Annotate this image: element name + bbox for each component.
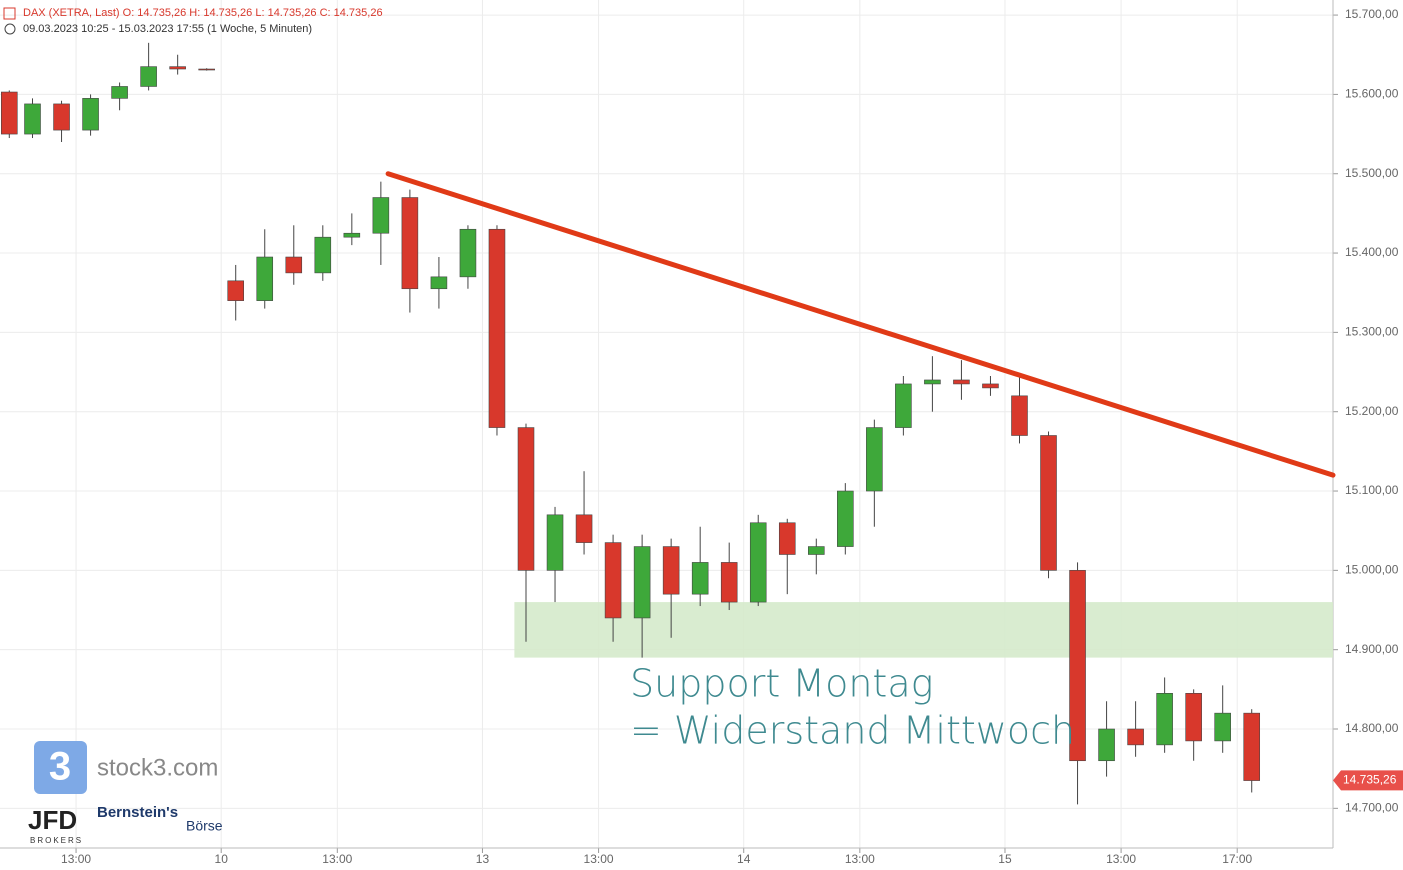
candle-body xyxy=(1185,693,1202,742)
candle-body xyxy=(198,68,215,71)
candle-body xyxy=(633,546,651,619)
candle-body xyxy=(1214,712,1231,742)
x-tick-label: 17:00 xyxy=(1222,852,1252,866)
candle-body xyxy=(778,522,796,555)
x-tick-label: 13:00 xyxy=(322,852,352,866)
candle-body xyxy=(953,379,970,385)
y-tick-label: 14.900,00 xyxy=(1345,642,1399,656)
y-tick-label: 15.400,00 xyxy=(1345,245,1399,259)
candle-body xyxy=(808,546,825,555)
candle-body xyxy=(140,66,157,87)
candle-body xyxy=(430,276,448,290)
x-tick-label: 13:00 xyxy=(584,852,614,866)
jfd-logo: JFD xyxy=(28,805,77,835)
y-tick-label: 15.500,00 xyxy=(1345,166,1399,180)
annotation: Support Montag xyxy=(630,662,933,706)
candle-body xyxy=(1156,693,1173,746)
candle-body xyxy=(343,232,361,238)
stock3-text: stock3.com xyxy=(97,754,218,781)
subheader: 09.03.2023 10:25 - 15.03.2023 17:55 (1 W… xyxy=(23,23,312,35)
boerse-logo: Börse xyxy=(186,818,223,834)
candle-body xyxy=(1243,712,1261,781)
annotation: = Widerstand Mittwoch xyxy=(630,709,1075,753)
bernstein-logo: Bernstein's xyxy=(97,804,178,821)
y-tick-label: 15.000,00 xyxy=(1345,563,1399,577)
y-tick-label: 15.100,00 xyxy=(1345,483,1399,497)
trend-line xyxy=(385,171,1336,478)
candle-body xyxy=(488,228,506,428)
y-tick-label: 15.700,00 xyxy=(1345,7,1399,21)
last-price-box xyxy=(1333,770,1403,791)
candle-body xyxy=(837,490,854,547)
candle-body xyxy=(1127,728,1144,746)
candle-body xyxy=(82,98,99,131)
last-price-label: 14.735,26 xyxy=(1343,773,1397,787)
candle-body xyxy=(1,91,18,135)
y-tick-label: 15.600,00 xyxy=(1345,87,1399,101)
header: DAX (XETRA, Last) O: 14.735,26 H: 14.735… xyxy=(23,7,383,19)
candle-body xyxy=(575,514,593,543)
candle-body xyxy=(720,562,738,603)
candle-body xyxy=(314,236,332,274)
candle-body xyxy=(1011,395,1028,436)
svg-text:3: 3 xyxy=(49,745,71,789)
candle-body xyxy=(111,86,128,99)
y-tick-label: 14.700,00 xyxy=(1345,801,1399,815)
candle-body xyxy=(604,542,622,619)
x-tick-label: 13 xyxy=(476,852,490,866)
jfd-brokers: BROKERS xyxy=(30,836,83,845)
candle-body xyxy=(749,522,767,603)
stock3-logo xyxy=(34,741,87,794)
candle-body xyxy=(691,562,709,595)
x-tick-label: 10 xyxy=(215,852,229,866)
y-tick-label: 15.200,00 xyxy=(1345,404,1399,418)
candle-body xyxy=(1069,570,1086,762)
candle-body xyxy=(924,379,941,385)
candle-body xyxy=(169,66,186,70)
y-tick-label: 15.300,00 xyxy=(1345,325,1399,339)
x-tick-label: 13:00 xyxy=(845,852,875,866)
candle-body xyxy=(227,280,244,301)
candle-body xyxy=(866,427,883,492)
candle-body xyxy=(459,228,477,278)
candle-body xyxy=(24,103,41,135)
candle-body xyxy=(662,546,680,595)
candle-body xyxy=(1098,728,1115,762)
chart-icon xyxy=(3,7,16,20)
x-tick-label: 14 xyxy=(737,852,751,866)
x-tick-label: 15 xyxy=(998,852,1012,866)
y-tick-label: 14.800,00 xyxy=(1345,721,1399,735)
support-zone xyxy=(514,602,1333,658)
x-tick-label: 13:00 xyxy=(1106,852,1136,866)
candle-body xyxy=(1040,435,1057,571)
candle-body xyxy=(53,103,70,131)
candle-body xyxy=(285,256,303,274)
x-tick-label: 13:00 xyxy=(61,852,91,866)
candle-body xyxy=(982,383,999,389)
candle-body xyxy=(895,383,912,428)
candle-body xyxy=(517,427,535,571)
clock-icon xyxy=(4,23,16,35)
candle-body xyxy=(546,514,564,571)
candle-body xyxy=(401,197,419,290)
candle-body xyxy=(256,256,274,301)
candle-body xyxy=(372,197,390,234)
